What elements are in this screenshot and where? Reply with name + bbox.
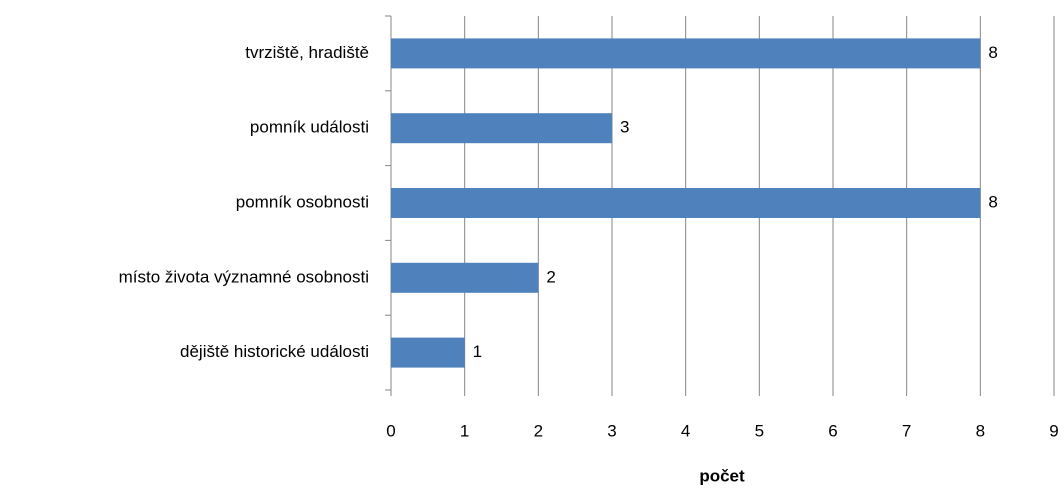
bar [391, 38, 981, 69]
bar [391, 337, 465, 368]
bar [391, 262, 539, 293]
x-tick-label: 3 [607, 421, 616, 440]
data-label: 3 [620, 118, 629, 137]
bar [391, 113, 612, 144]
x-tick-label: 1 [460, 421, 469, 440]
x-tick-label: 4 [681, 421, 690, 440]
data-label: 2 [546, 267, 555, 286]
y-tick-label: pomník osobnosti [236, 192, 369, 211]
y-tick-label: pomník události [250, 118, 369, 137]
x-tick-label: 6 [828, 421, 837, 440]
bar [391, 188, 981, 218]
x-tick-label: 0 [386, 421, 395, 440]
data-label: 8 [988, 43, 997, 62]
x-tick-label: 7 [902, 421, 911, 440]
x-tick-label: 5 [755, 421, 764, 440]
x-tick-label: 2 [534, 421, 543, 440]
y-tick-label: místo života významné osobnosti [119, 267, 369, 286]
x-tick-label: 8 [976, 421, 985, 440]
y-tick-label: tvrziště, hradiště [245, 43, 369, 62]
y-tick-label: dějiště historické události [180, 342, 369, 361]
data-label: 8 [988, 192, 997, 211]
x-tick-label: 9 [1049, 421, 1058, 440]
data-label: 1 [473, 342, 482, 361]
x-axis-title: počet [699, 466, 745, 485]
